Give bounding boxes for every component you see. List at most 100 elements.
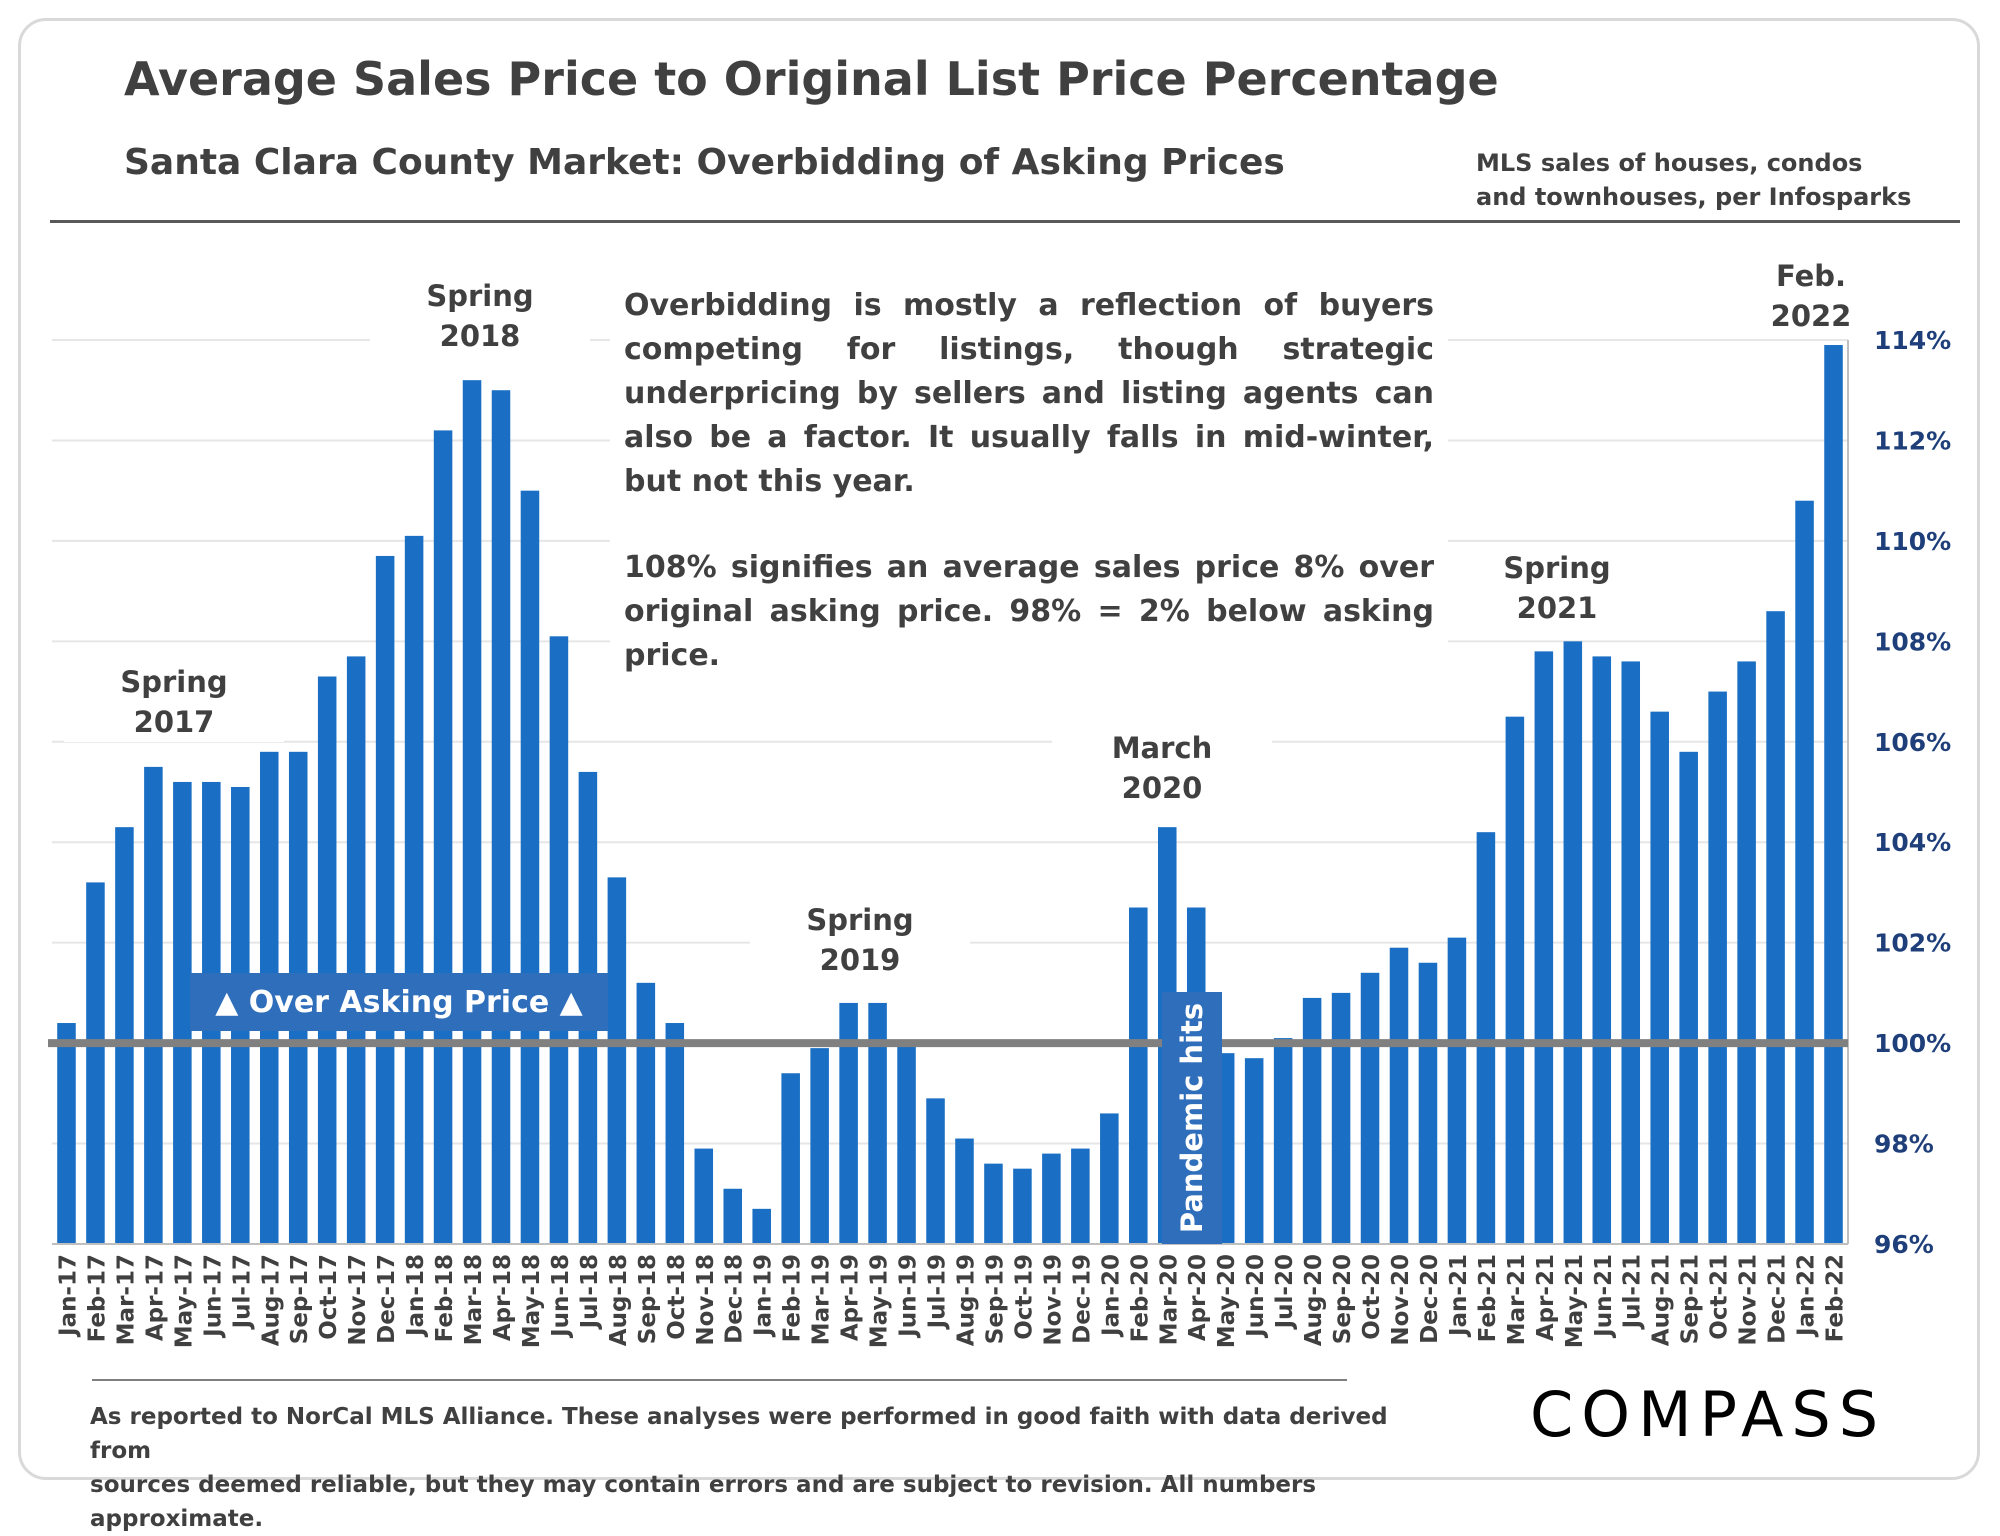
bar [1679, 751, 1698, 1244]
bar [1824, 345, 1843, 1244]
x-tick-label: May-18 [519, 1254, 545, 1348]
bar [868, 1002, 887, 1244]
x-tick-label: Feb-18 [432, 1254, 458, 1342]
bar [115, 827, 134, 1244]
annotation-spring-2018: Spring 2018 [370, 276, 590, 356]
x-tick-label: Jan-20 [1098, 1254, 1124, 1338]
bar [839, 1002, 858, 1244]
bar [433, 430, 453, 1244]
bar [317, 676, 337, 1244]
x-tick-label: Aug-20 [1301, 1254, 1327, 1346]
x-tick-label: Nov-21 [1736, 1254, 1762, 1346]
bar [1071, 1148, 1090, 1244]
x-tick-label: Jan-19 [751, 1254, 777, 1338]
bar [1505, 716, 1525, 1244]
x-tick-label: Jan-22 [1794, 1254, 1820, 1338]
y-tick-label: 100% [1874, 1029, 1951, 1058]
bar [781, 1073, 800, 1244]
bar [1650, 711, 1669, 1244]
x-tick-label: Mar-18 [461, 1254, 487, 1345]
bar [1244, 1058, 1264, 1244]
x-tick-label: Nov-19 [1040, 1254, 1066, 1346]
x-tick-label: Jun-21 [1591, 1254, 1617, 1339]
bar [752, 1208, 771, 1244]
x-tick-label: Oct-19 [1011, 1254, 1037, 1340]
bar [491, 390, 511, 1244]
chart-frame [18, 18, 1980, 1480]
annotation-line: Spring [120, 665, 228, 699]
bar [1592, 656, 1612, 1244]
x-tick-label: Jan-18 [403, 1254, 429, 1338]
x-tick-label: Jun-18 [548, 1254, 574, 1339]
annotation-spring-2019: Spring 2019 [750, 900, 970, 980]
x-tick-label: Dec-19 [1069, 1254, 1095, 1344]
annotation-line: March [1111, 731, 1213, 765]
y-tick-label: 102% [1874, 929, 1951, 958]
x-tick-label: May-21 [1562, 1254, 1588, 1348]
chart-subtitle: Santa Clara County Market: Overbidding o… [124, 142, 1285, 183]
source-note: MLS sales of houses, condos and townhous… [1476, 149, 1912, 211]
x-tick-label: Mar-19 [809, 1254, 835, 1345]
x-tick-label: Mar-20 [1156, 1254, 1182, 1345]
header-divider [50, 220, 1960, 223]
bar [723, 1188, 743, 1244]
y-tick-label: 106% [1874, 728, 1951, 757]
x-tick-label: Feb-20 [1127, 1254, 1153, 1342]
annotation-feb-2022: Feb. 2022 [1716, 256, 1906, 336]
chart-title: Average Sales Price to Original List Pri… [124, 52, 1499, 106]
note-paragraph-1: Overbidding is mostly a reflection of bu… [624, 288, 1434, 499]
y-tick-label: 114% [1874, 326, 1951, 355]
bar [1013, 1168, 1032, 1244]
x-tick-label: Dec-18 [722, 1254, 748, 1344]
x-tick-label: Nov-20 [1388, 1254, 1414, 1346]
footer-line-1: As reported to NorCal MLS Alliance. Thes… [90, 1404, 1388, 1464]
x-tick-label: Jun-20 [1243, 1254, 1269, 1339]
x-tick-label: Mar-17 [113, 1254, 139, 1345]
x-tick-label: Jul-18 [577, 1254, 603, 1330]
x-tick-label: Apr-21 [1533, 1254, 1559, 1341]
x-tick-label: Aug-19 [953, 1254, 979, 1346]
bar [1534, 651, 1554, 1244]
annotation-line: 2021 [1516, 591, 1598, 625]
x-tick-label: Feb-19 [780, 1254, 806, 1342]
bar [926, 1098, 945, 1244]
x-tick-label: Jun-17 [200, 1254, 226, 1339]
annotation-march-2020: March 2020 [1052, 728, 1272, 808]
bar [375, 555, 395, 1244]
bar [549, 636, 569, 1244]
x-tick-label: Dec-20 [1417, 1254, 1443, 1344]
y-tick-label: 112% [1874, 426, 1951, 455]
annotation-spring-2021: Spring 2021 [1447, 548, 1667, 628]
bar [636, 982, 656, 1244]
annotation-line: 2017 [133, 705, 215, 739]
bar [57, 1023, 76, 1244]
bar [1795, 500, 1814, 1244]
x-tick-label: Sep-18 [635, 1254, 661, 1344]
bar [984, 1163, 1003, 1244]
annotation-line: 2019 [819, 943, 901, 977]
bar [1331, 992, 1351, 1244]
bar [173, 781, 192, 1244]
bar [1389, 947, 1409, 1244]
bar [1563, 641, 1583, 1244]
compass-logo: COMPASS [1530, 1378, 1887, 1451]
x-tick-label: Jul-19 [925, 1254, 951, 1330]
x-tick-label: May-19 [867, 1254, 893, 1348]
x-tick-label: Nov-17 [345, 1254, 371, 1346]
x-tick-label: May-20 [1214, 1254, 1240, 1348]
bar [955, 1138, 974, 1244]
bar [1273, 1038, 1293, 1244]
x-tick-label: Jan-21 [1446, 1254, 1472, 1338]
x-tick-label: May-17 [171, 1254, 197, 1348]
bar [607, 877, 627, 1244]
annotation-line: 2020 [1121, 771, 1203, 805]
footer-line-2: sources deemed reliable, but they may co… [90, 1472, 1317, 1532]
x-tick-label: Jul-17 [229, 1254, 255, 1330]
bar [144, 766, 163, 1244]
bar [897, 1043, 916, 1244]
bar [1360, 972, 1380, 1244]
x-tick-label: Oct-18 [664, 1254, 690, 1340]
y-tick-label: 96% [1874, 1230, 1934, 1259]
x-tick-label: Jun-19 [896, 1254, 922, 1339]
footer-disclaimer: As reported to NorCal MLS Alliance. Thes… [90, 1400, 1390, 1536]
